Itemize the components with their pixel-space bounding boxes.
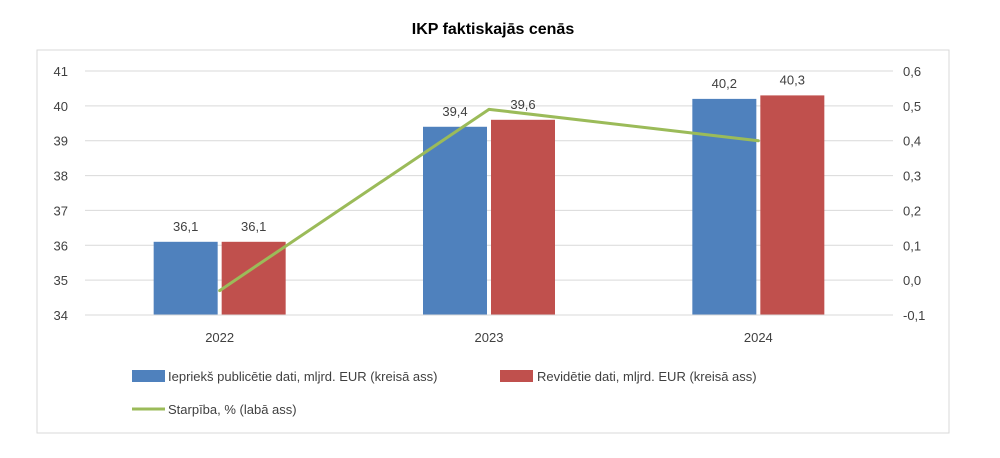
y-right-tick-label: 0,1 — [903, 238, 921, 253]
bar-data-label: 36,1 — [241, 219, 266, 234]
chart-title: IKP faktiskajās cenās — [412, 21, 575, 38]
y-right-tick-label: 0,6 — [903, 64, 921, 79]
y-left-tick-label: 34 — [54, 308, 68, 323]
y-right-tick-label: 0,4 — [903, 134, 921, 149]
legend: Iepriekš publicētie dati, mljrd. EUR (kr… — [132, 369, 757, 417]
bar — [423, 126, 487, 316]
axes: 34 35 36 37 38 39 40 41 -0,1 0,0 0,1 0,2 0,3 0,4 0,5 0,… — [54, 64, 926, 345]
legend-swatch — [132, 370, 165, 382]
bar-data-label: 40,2 — [712, 76, 737, 91]
y-left-tick-label: 36 — [54, 238, 68, 253]
gridlines — [85, 70, 893, 281]
x-tick-label: 2023 — [475, 330, 504, 345]
x-tick-label: 2022 — [205, 330, 234, 345]
y-left-tick-label: 35 — [54, 273, 68, 288]
y-left-tick-label: 38 — [54, 169, 68, 184]
y-right-tick-label: 0,5 — [903, 99, 921, 114]
data-labels: 36,1 36,1 39,4 39,6 40,2 40,3 — [173, 72, 805, 233]
bar — [760, 95, 825, 316]
legend-label: Iepriekš publicētie dati, mljrd. EUR (kr… — [168, 369, 437, 384]
line-point — [487, 107, 491, 111]
bar-data-label: 39,4 — [442, 104, 467, 119]
bar — [491, 119, 555, 315]
bar-data-label: 39,6 — [510, 97, 535, 112]
y-left-tick-label: 37 — [54, 203, 68, 218]
legend-label: Starpība, % (labā ass) — [168, 402, 297, 417]
bar-data-label: 40,3 — [780, 72, 805, 87]
y-right-tick-label: -0,1 — [903, 308, 925, 323]
y-right-tick-label: 0,3 — [903, 169, 921, 184]
y-right-tick-label: 0,2 — [903, 203, 921, 218]
y-left-tick-label: 40 — [54, 99, 68, 114]
line-point — [218, 289, 222, 293]
legend-label: Revidētie dati, mljrd. EUR (kreisā ass) — [537, 369, 757, 384]
legend-swatch — [500, 370, 533, 382]
bar-data-label: 36,1 — [173, 219, 198, 234]
difference-line — [218, 107, 760, 293]
y-left-tick-label: 41 — [54, 64, 68, 79]
y-right-tick-label: 0,0 — [903, 273, 921, 288]
bar — [692, 98, 757, 315]
x-tick-label: 2024 — [744, 330, 773, 345]
y-left-tick-label: 39 — [54, 134, 68, 149]
bar — [153, 241, 218, 315]
line-point — [756, 139, 760, 143]
bars — [153, 95, 825, 316]
